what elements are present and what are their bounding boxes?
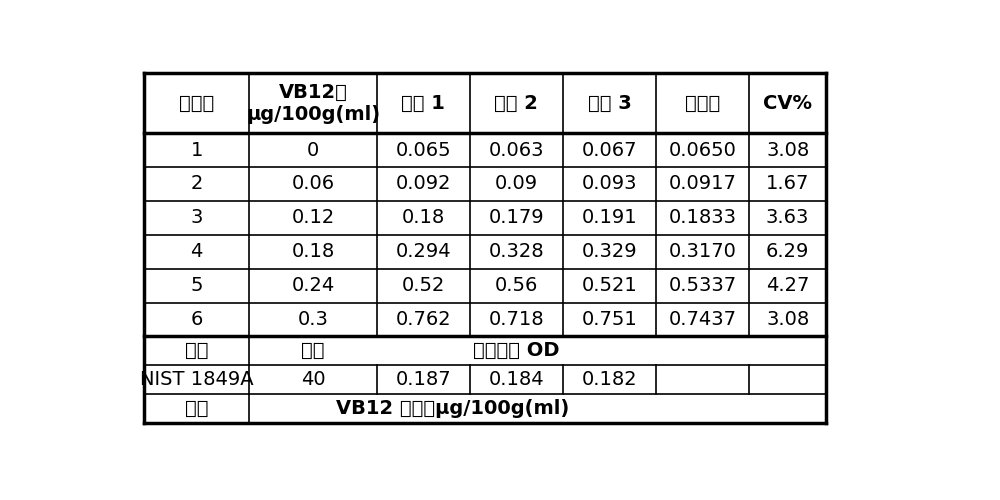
Text: 2: 2 xyxy=(190,174,203,194)
Text: 6: 6 xyxy=(190,310,203,329)
Text: 批次 1: 批次 1 xyxy=(401,94,445,113)
Text: 0.182: 0.182 xyxy=(582,370,637,389)
Text: 0.179: 0.179 xyxy=(489,208,544,228)
Text: 稀释: 稀释 xyxy=(301,342,325,360)
Text: 0.751: 0.751 xyxy=(582,310,637,329)
Text: 0.187: 0.187 xyxy=(396,370,451,389)
Text: 样品: 样品 xyxy=(185,342,208,360)
Text: 0.093: 0.093 xyxy=(582,174,637,194)
Text: 0.718: 0.718 xyxy=(489,310,544,329)
Text: 4: 4 xyxy=(190,242,203,261)
Text: 0.09: 0.09 xyxy=(495,174,538,194)
Text: 4.27: 4.27 xyxy=(766,276,809,295)
Text: 6.29: 6.29 xyxy=(766,242,809,261)
Text: 0.521: 0.521 xyxy=(582,276,637,295)
Text: 3.08: 3.08 xyxy=(766,140,809,160)
Text: 1: 1 xyxy=(190,140,203,160)
Text: 0.092: 0.092 xyxy=(396,174,451,194)
Text: 0.294: 0.294 xyxy=(396,242,451,261)
Text: 0.329: 0.329 xyxy=(582,242,637,261)
Text: 40: 40 xyxy=(301,370,325,389)
Text: 样品: 样品 xyxy=(185,399,208,418)
Text: 0.0917: 0.0917 xyxy=(668,174,736,194)
Text: 0.18: 0.18 xyxy=(291,242,335,261)
Text: 0.52: 0.52 xyxy=(402,276,445,295)
Text: 0.191: 0.191 xyxy=(582,208,637,228)
Text: 0.1833: 0.1833 xyxy=(668,208,736,228)
Text: 3: 3 xyxy=(190,208,203,228)
Text: 0.06: 0.06 xyxy=(291,174,334,194)
Text: 0.762: 0.762 xyxy=(396,310,451,329)
Text: 0.56: 0.56 xyxy=(495,276,538,295)
Text: 吸光度值 OD: 吸光度值 OD xyxy=(473,342,560,360)
Text: 3.63: 3.63 xyxy=(766,208,809,228)
Text: 0.18: 0.18 xyxy=(402,208,445,228)
Text: 0: 0 xyxy=(307,140,319,160)
Text: 0.12: 0.12 xyxy=(291,208,335,228)
Text: 0.5337: 0.5337 xyxy=(668,276,736,295)
Text: NIST 1849A: NIST 1849A xyxy=(140,370,254,389)
Text: VB12 含量，μg/100g(ml): VB12 含量，μg/100g(ml) xyxy=(336,399,569,418)
Text: 标准品: 标准品 xyxy=(179,94,214,113)
Text: VB12，
μg/100g(ml): VB12， μg/100g(ml) xyxy=(246,83,380,124)
Text: 0.067: 0.067 xyxy=(582,140,637,160)
Text: CV%: CV% xyxy=(763,94,812,113)
Text: 0.24: 0.24 xyxy=(291,276,335,295)
Text: 0.3170: 0.3170 xyxy=(668,242,736,261)
Text: 5: 5 xyxy=(190,276,203,295)
Text: 0.063: 0.063 xyxy=(489,140,544,160)
Text: 0.184: 0.184 xyxy=(489,370,544,389)
Text: 1.67: 1.67 xyxy=(766,174,809,194)
Text: 0.065: 0.065 xyxy=(396,140,451,160)
Text: 平均值: 平均值 xyxy=(685,94,720,113)
Text: 0.328: 0.328 xyxy=(489,242,544,261)
Text: 0.7437: 0.7437 xyxy=(668,310,736,329)
Text: 批次 3: 批次 3 xyxy=(588,94,631,113)
Text: 3.08: 3.08 xyxy=(766,310,809,329)
Text: 0.3: 0.3 xyxy=(298,310,328,329)
Text: 批次 2: 批次 2 xyxy=(494,94,538,113)
Text: 0.0650: 0.0650 xyxy=(668,140,736,160)
